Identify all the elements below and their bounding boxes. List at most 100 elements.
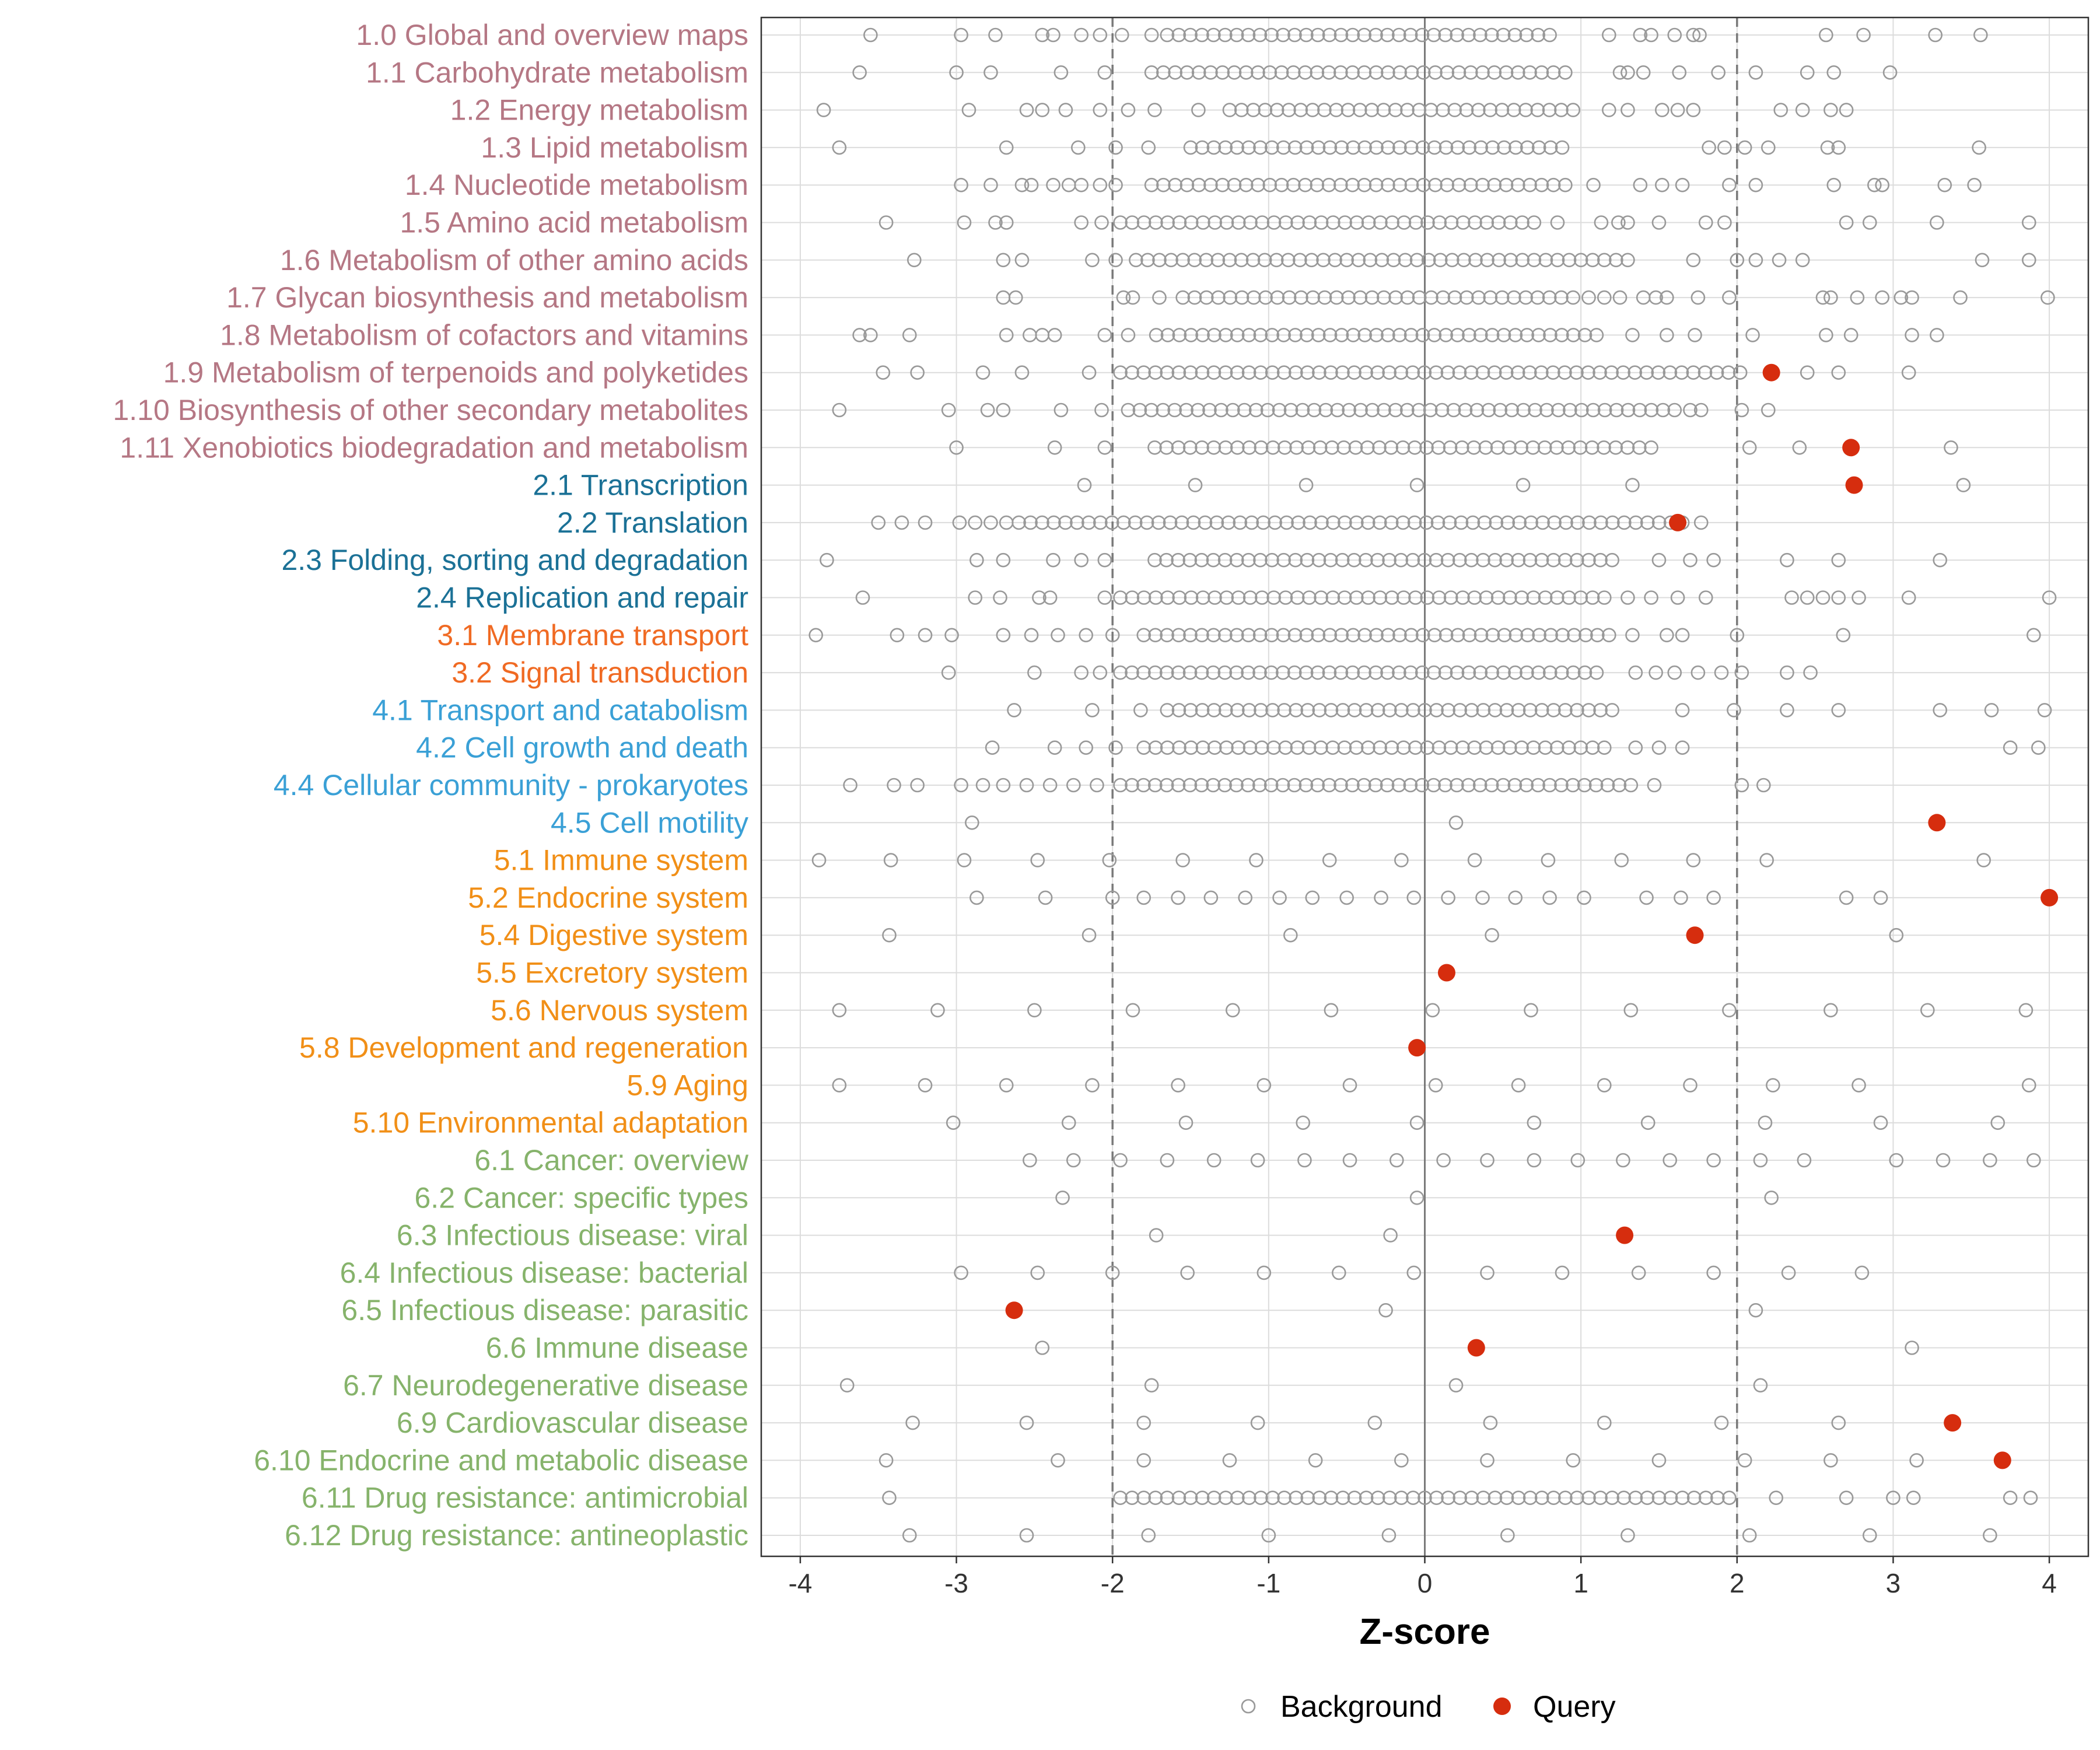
background-point	[1403, 778, 1418, 793]
background-point	[1620, 65, 1635, 80]
background-point	[1269, 253, 1284, 268]
background-point	[1278, 590, 1293, 605]
background-point	[1542, 890, 1557, 905]
background-point	[1686, 365, 1701, 380]
background-point	[1953, 290, 1968, 305]
background-point	[952, 515, 967, 530]
background-point	[1520, 628, 1535, 643]
background-point	[1217, 778, 1232, 793]
background-point	[1368, 27, 1383, 43]
background-point	[1198, 515, 1213, 530]
background-point	[1242, 590, 1258, 605]
background-point	[1426, 27, 1441, 43]
background-point	[1245, 253, 1261, 268]
background-point	[2031, 740, 2046, 755]
background-point	[1792, 440, 1807, 455]
background-point	[1326, 515, 1340, 530]
background-point	[1265, 440, 1280, 455]
background-point	[1569, 365, 1584, 380]
background-point	[1144, 1378, 1159, 1393]
background-point	[1620, 440, 1635, 455]
background-point	[832, 140, 847, 155]
background-point	[1370, 1490, 1385, 1505]
background-point	[1357, 65, 1372, 80]
legend-key-query	[1493, 1698, 1511, 1715]
background-point	[949, 65, 964, 80]
background-point	[1278, 215, 1293, 230]
background-point	[1140, 253, 1155, 268]
background-point	[1300, 552, 1315, 568]
background-point	[1370, 552, 1385, 568]
background-point	[999, 215, 1014, 230]
background-point	[1542, 103, 1557, 117]
background-point	[1588, 778, 1604, 793]
background-point	[1136, 1453, 1152, 1468]
background-point	[1382, 1490, 1397, 1505]
background-point	[1373, 215, 1388, 230]
background-point	[1612, 290, 1628, 305]
background-point	[1136, 890, 1152, 905]
background-point	[1639, 365, 1654, 380]
background-point	[1247, 290, 1261, 305]
background-point	[1531, 27, 1546, 43]
background-point	[1667, 27, 1682, 43]
background-point	[1620, 1528, 1635, 1543]
query-point	[1993, 1451, 2011, 1469]
background-point	[1511, 1490, 1526, 1505]
background-point	[1507, 778, 1522, 793]
background-point	[1824, 103, 1838, 117]
background-point	[1077, 478, 1092, 492]
background-point	[1396, 740, 1411, 755]
background-point	[1566, 665, 1581, 680]
background-point	[1452, 1490, 1468, 1505]
x-tick-label: -1	[1256, 1568, 1280, 1598]
background-point	[1324, 1003, 1339, 1018]
background-point	[1499, 703, 1514, 718]
background-point	[1113, 1153, 1128, 1168]
background-point	[1554, 778, 1569, 793]
background-point	[1113, 1490, 1128, 1505]
background-point	[1516, 402, 1531, 418]
background-point	[1628, 365, 1643, 380]
background-point	[1347, 552, 1362, 568]
background-point	[1159, 778, 1174, 793]
background-point	[1585, 590, 1600, 605]
background-point	[1633, 27, 1648, 43]
background-point	[2021, 215, 2036, 230]
x-tick-label: 0	[1418, 1568, 1433, 1598]
background-point	[1487, 365, 1502, 380]
background-point	[1438, 27, 1453, 43]
background-point	[1287, 665, 1302, 680]
background-point	[1698, 590, 1713, 605]
background-point	[946, 1115, 961, 1130]
background-point	[1194, 665, 1209, 680]
background-point	[918, 628, 933, 643]
background-point	[1125, 215, 1140, 230]
background-point	[1570, 703, 1584, 718]
background-point	[1415, 140, 1430, 155]
background-point	[1409, 478, 1424, 492]
background-point	[1640, 515, 1655, 530]
background-point	[1349, 740, 1364, 755]
background-point	[1357, 328, 1372, 342]
background-point	[808, 628, 823, 643]
background-point	[1182, 440, 1198, 455]
background-point	[1282, 290, 1297, 305]
background-point	[1795, 103, 1810, 117]
background-point	[1392, 177, 1407, 192]
background-point	[1554, 665, 1569, 680]
query-point	[1005, 1301, 1023, 1320]
background-point	[1310, 65, 1325, 80]
category-label: 6.11 Drug resistance: antimicrobial	[302, 1482, 748, 1514]
background-point	[1956, 478, 1971, 492]
background-point	[1191, 65, 1206, 80]
background-point	[1171, 778, 1186, 793]
category-label: 5.10 Environmental adaptation	[353, 1107, 748, 1139]
background-point	[2027, 628, 2041, 643]
background-point	[1526, 740, 1541, 755]
background-point	[1113, 365, 1128, 380]
background-point	[1549, 440, 1564, 455]
background-point	[1526, 590, 1541, 605]
background-point	[1159, 552, 1174, 568]
background-point	[1160, 328, 1175, 342]
